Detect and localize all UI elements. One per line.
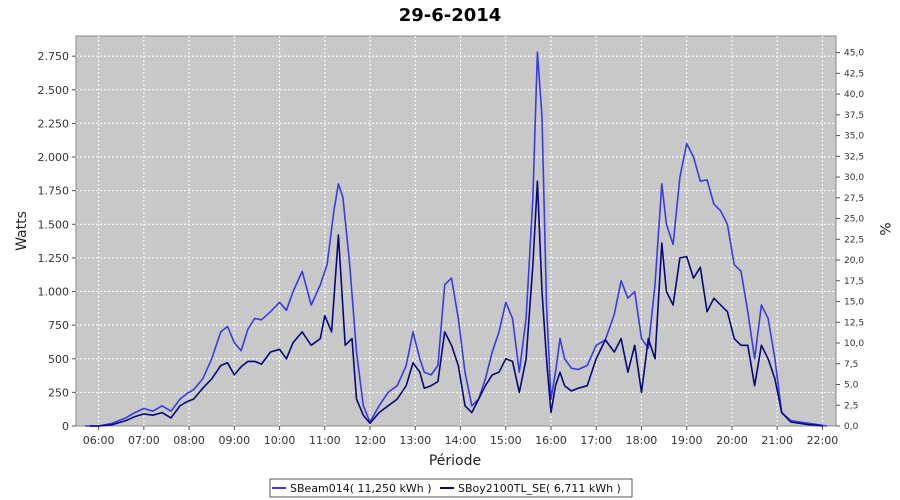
series-line-2 [89, 180, 823, 427]
legend: SBeam014( 11,250 kWh ) SBoy2100TL_SE( 6,7… [269, 478, 633, 498]
y2-tick-label: 5,0 [844, 381, 859, 391]
y-tick-label: 750 [48, 319, 69, 332]
y2-tick-label: 35,0 [844, 132, 864, 142]
y-tick-label: 2.750 [38, 50, 70, 63]
y-axis: 0 250 500 750 1.000 1.250 1.500 1.750 2.000 2.250… [38, 50, 76, 433]
x-tick-label: 21:00 [761, 434, 793, 447]
y2-tick-label: 15,0 [844, 298, 864, 308]
x-tick-label: 22:00 [807, 434, 839, 447]
y2-tick-label: 0,0 [844, 422, 859, 432]
x-tick-label: 08:00 [173, 434, 205, 447]
chart-title: 29-6-2014 [399, 5, 502, 26]
x-axis-title: Période [429, 453, 481, 469]
x-tick-label: 20:00 [716, 434, 748, 447]
y-tick-label: 1.000 [38, 286, 70, 299]
y2-tick-label: 27,5 [844, 194, 864, 204]
y-tick-label: 0 [62, 420, 69, 433]
x-tick-label: 07:00 [128, 434, 160, 447]
x-tick-label: 11:00 [309, 434, 341, 447]
y2-tick-label: 37,5 [844, 111, 864, 121]
x-tick-label: 16:00 [535, 434, 567, 447]
y2-axis-title: % [876, 222, 892, 235]
x-tick-label: 10:00 [264, 434, 296, 447]
x-tick-label: 17:00 [580, 434, 612, 447]
y-tick-label: 2.000 [38, 151, 70, 164]
series-lines [85, 51, 828, 427]
y2-tick-label: 17,5 [844, 277, 864, 287]
y2-axis: 0,0 2,5 5,0 7,5 10,0 12,5 15,0 17,5 20,0 22,5 25,0… [836, 49, 864, 432]
y-tick-label: 2.250 [38, 117, 70, 130]
x-tick-label: 06:00 [83, 434, 115, 447]
x-tick-label: 18:00 [626, 434, 658, 447]
y2-tick-label: 22,5 [844, 235, 864, 245]
y2-tick-label: 42,5 [844, 69, 864, 79]
y2-tick-label: 2,5 [844, 401, 858, 411]
y2-tick-label: 20,0 [844, 256, 864, 266]
x-tick-label: 12:00 [354, 434, 386, 447]
y-tick-label: 1.500 [38, 218, 70, 231]
y2-tick-label: 25,0 [844, 215, 864, 225]
y2-tick-label: 30,0 [844, 173, 864, 183]
y2-tick-label: 40,0 [844, 90, 864, 100]
legend-label-2: SBoy2100TL_SE( 6,711 kWh ) [458, 482, 621, 495]
y2-tick-label: 10,0 [844, 339, 864, 349]
x-axis: 06:00 07:00 08:00 09:00 10:00 11:00 12:00 13:00… [83, 426, 839, 447]
x-tick-label: 13:00 [399, 434, 431, 447]
x-tick-label: 19:00 [671, 434, 703, 447]
y2-tick-label: 32,5 [844, 152, 864, 162]
y-tick-label: 1.750 [38, 185, 70, 198]
legend-label-1: SBeam014( 11,250 kWh ) [290, 482, 432, 495]
y2-tick-label: 7,5 [844, 360, 858, 370]
plot-area [75, 35, 837, 427]
y-tick-label: 250 [48, 386, 69, 399]
y2-tick-label: 12,5 [844, 318, 864, 328]
y-axis-title: Watts [14, 211, 30, 251]
y2-tick-label: 45,0 [844, 49, 864, 59]
y-tick-label: 2.500 [38, 84, 70, 97]
x-tick-label: 09:00 [218, 434, 250, 447]
x-tick-label: 14:00 [445, 434, 477, 447]
y-tick-label: 1.250 [38, 252, 70, 265]
x-tick-label: 15:00 [490, 434, 522, 447]
y-tick-label: 500 [48, 353, 69, 366]
series-line-1 [85, 51, 828, 427]
